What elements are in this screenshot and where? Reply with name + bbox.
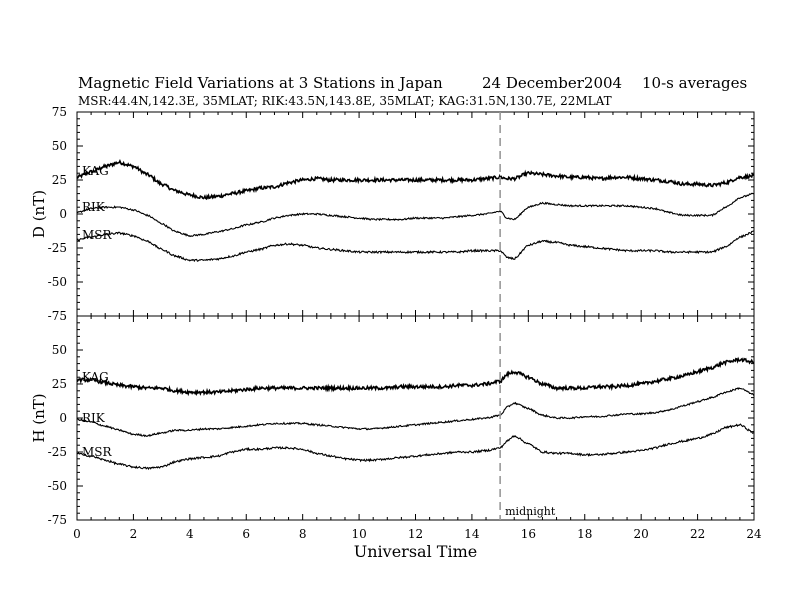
ytick-label: 0 [59,411,67,425]
xtick-label: 18 [577,527,592,541]
xtick-label: 10 [351,527,366,541]
series-label-rik: RIK [82,411,106,425]
ytick-label: -25 [48,241,67,255]
ytick-label: 50 [52,343,67,357]
xtick-label: 14 [464,527,480,541]
ytick-label: -50 [48,275,67,289]
ytick-label: -75 [48,309,67,323]
series-label-kag: KAG [82,370,109,384]
averaging-label: 10-s averages [642,74,748,92]
ytick-label: -50 [48,479,67,493]
xtick-label: 22 [690,527,705,541]
series-line-msr [76,423,755,471]
stations-subtitle: MSR:44.4N,142.3E, 35MLAT; RIK:43.5N,143.… [78,94,612,108]
xtick-label: 20 [634,527,649,541]
panel-frame [76,315,755,521]
ytick-label: 0 [59,207,67,221]
xtick-label: 2 [130,527,138,541]
panel-top: -75 -50 -25 0 25 50 75 D (nT) KAG RIK MSR [30,105,755,323]
y-axis-label: D (nT) [30,190,48,238]
xtick-label: 16 [521,527,536,541]
ytick-label: 75 [52,105,67,119]
series-line-kag [76,356,755,397]
series-label-msr: MSR [82,445,113,459]
title-text: Magnetic Field Variations at 3 Stations … [78,74,443,92]
plot-panels: -75 -50 -25 0 25 50 75 D (nT) KAG RIK MSR -75 -50 -25… [30,105,762,561]
panel-frame [76,111,755,317]
ytick-label: 25 [52,377,67,391]
xtick-label: 12 [408,527,423,541]
xtick-label: 4 [186,527,194,541]
xtick-label: 6 [242,527,250,541]
series-line-rik [76,192,755,238]
series-line-rik [76,387,755,438]
xtick-label: 8 [299,527,307,541]
series-label-rik: RIK [82,200,106,214]
ytick-label: -25 [48,445,67,459]
ytick-label: -75 [48,513,67,527]
series-label-msr: MSR [82,228,113,242]
series-line-msr [76,230,755,263]
series-label-kag: KAG [82,164,109,178]
x-axis-label: Universal Time [354,542,477,561]
xtick-label: 0 [73,527,81,541]
midnight-label: midnight [505,505,556,518]
ytick-label: 25 [52,173,67,187]
date-label: 24 December2004 [482,74,623,92]
ytick-label: 50 [52,139,67,153]
y-axis-label: H (nT) [30,393,48,442]
xtick-label: 24 [746,527,762,541]
chart-title: Magnetic Field Variations at 3 Stations … [78,74,443,92]
series-line-kag [76,159,755,201]
